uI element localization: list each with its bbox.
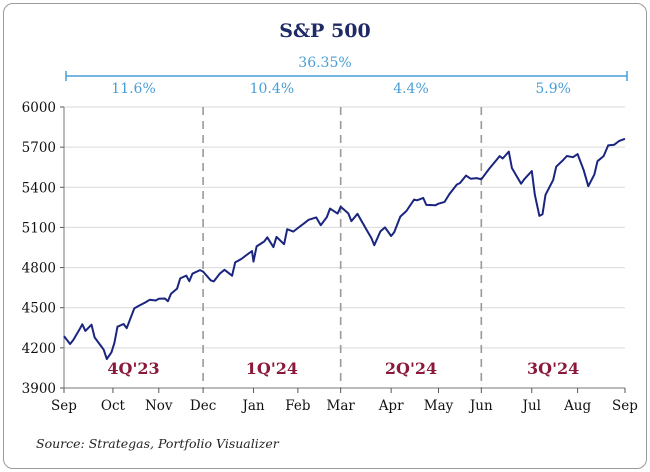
divider-layer — [202, 107, 483, 388]
x-tick-label: Apr — [378, 398, 404, 414]
y-tick-label: 6000 — [22, 100, 56, 116]
y-tick-label: 5400 — [22, 180, 56, 196]
x-tick-label: Feb — [285, 398, 310, 414]
x-tick-label: Dec — [190, 398, 216, 414]
x-tick-label: Sep — [51, 398, 77, 414]
y-tick-label: 5100 — [22, 220, 56, 236]
y-tick-label: 3900 — [22, 381, 56, 397]
quarter-return-label: 4.4% — [393, 81, 429, 97]
quarter-return-label: 11.6% — [111, 81, 155, 97]
series-line — [63, 137, 626, 360]
x-tick-label: Oct — [101, 398, 126, 414]
quarter-name-label: 3Q'24 — [527, 359, 579, 378]
label-layer: 11.6% 4Q'23 10.4% 1Q'24 4.4% 2Q'24 5.9% 3Q'24 — [107, 81, 579, 378]
quarter-name-label: 4Q'23 — [107, 359, 159, 378]
x-tick-label: Jun — [468, 398, 493, 414]
quarter-name-label: 1Q'24 — [246, 359, 298, 378]
x-tick-label: May — [424, 398, 454, 414]
quarter-return-label: 10.4% — [250, 81, 294, 97]
quarter-return-label: 5.9% — [535, 81, 571, 97]
y-tick-label: 5700 — [22, 140, 56, 156]
axis-layer: 3900 4200 4500 4800 5100 5400 5700 6000 Sep Oct No… — [22, 100, 638, 414]
x-tick-label: Jul — [521, 398, 541, 414]
chart-title: S&P 500 — [279, 20, 371, 42]
x-tick-label: Jan — [240, 398, 264, 414]
source-note: Source: Strategas, Portfolio Visualizer — [36, 436, 279, 451]
x-tick-label: Nov — [145, 398, 173, 414]
x-tick-label: Mar — [327, 398, 356, 414]
quarter-name-label: 2Q'24 — [385, 359, 437, 378]
return-bracket: 36.35% — [65, 55, 628, 81]
y-tick-label: 4200 — [22, 341, 56, 357]
grid-layer — [64, 106, 625, 349]
x-tick-label: Aug — [563, 398, 591, 414]
x-tick-label: Sep — [612, 398, 638, 414]
y-tick-label: 4500 — [22, 301, 56, 317]
total-return-label: 36.35% — [298, 55, 351, 71]
chart-frame — [3, 3, 647, 469]
series-layer — [63, 137, 626, 360]
y-tick-label: 4800 — [22, 261, 56, 277]
